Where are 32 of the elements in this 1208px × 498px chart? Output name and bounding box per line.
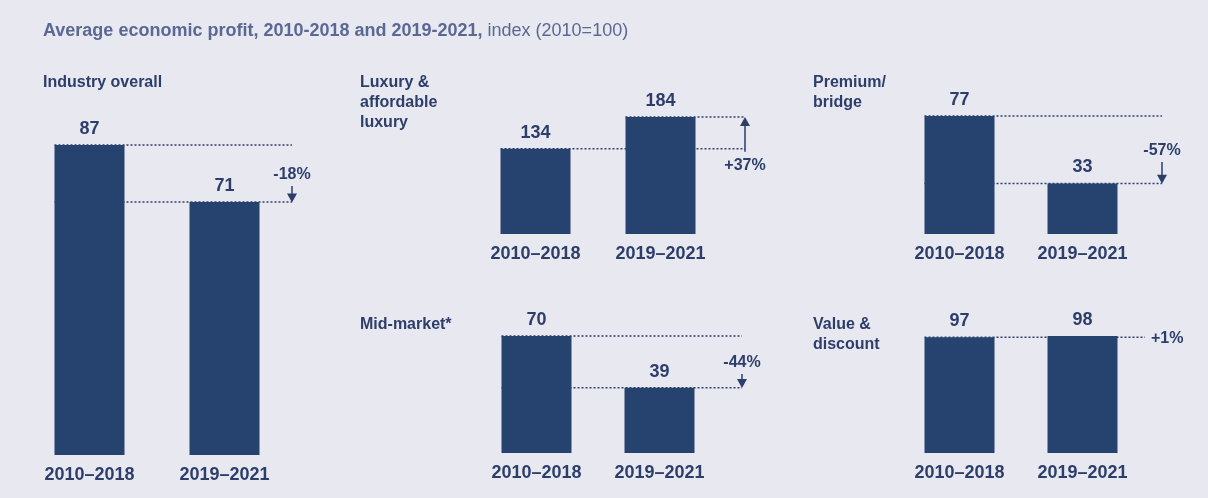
chart-title: Mid-market*: [360, 314, 453, 332]
x-tick-label: 2010–2018: [914, 462, 1005, 482]
x-tick-label: 2010–2018: [491, 462, 582, 482]
x-tick-label: 2019–2021: [179, 464, 270, 484]
data-label: 184: [645, 90, 676, 110]
x-tick-label: 2019–2021: [614, 462, 705, 482]
data-label: 97: [949, 310, 970, 331]
text: index (2010=100): [487, 20, 629, 40]
x-tick-label: 2010–2018: [44, 464, 135, 484]
data-label: 77: [949, 89, 970, 109]
text: Average economic profit, 2010-2018 and 2019-2021,: [43, 20, 483, 40]
data-label: 71: [214, 175, 235, 196]
data-label: 39: [649, 360, 670, 381]
chart-title: Industry overall: [43, 72, 163, 90]
annotation: -18%: [273, 165, 311, 183]
data-label: 98: [1072, 309, 1093, 329]
x-tick-label: 2010–2018: [490, 243, 581, 263]
data-label: 70: [526, 309, 547, 329]
text: +1%: [1151, 328, 1184, 346]
annotation: +37%: [724, 156, 766, 174]
chart-title: Value & discount: [813, 314, 881, 352]
x-tick-label: 2010–2018: [914, 243, 1005, 263]
data-label: 134: [520, 121, 551, 142]
chart-title: Premium/ bridge: [813, 72, 891, 110]
data-label: 33: [1072, 156, 1093, 177]
x-tick-label: 2019–2021: [1037, 462, 1128, 482]
x-tick-label: 2019–2021: [615, 243, 706, 263]
annotation: -57%: [1143, 141, 1181, 159]
x-tick-label: 2019–2021: [1037, 243, 1128, 263]
annotation: -44%: [723, 353, 761, 371]
data-label: 87: [79, 118, 100, 138]
chart-title: Luxury & affordable luxury: [360, 72, 442, 130]
